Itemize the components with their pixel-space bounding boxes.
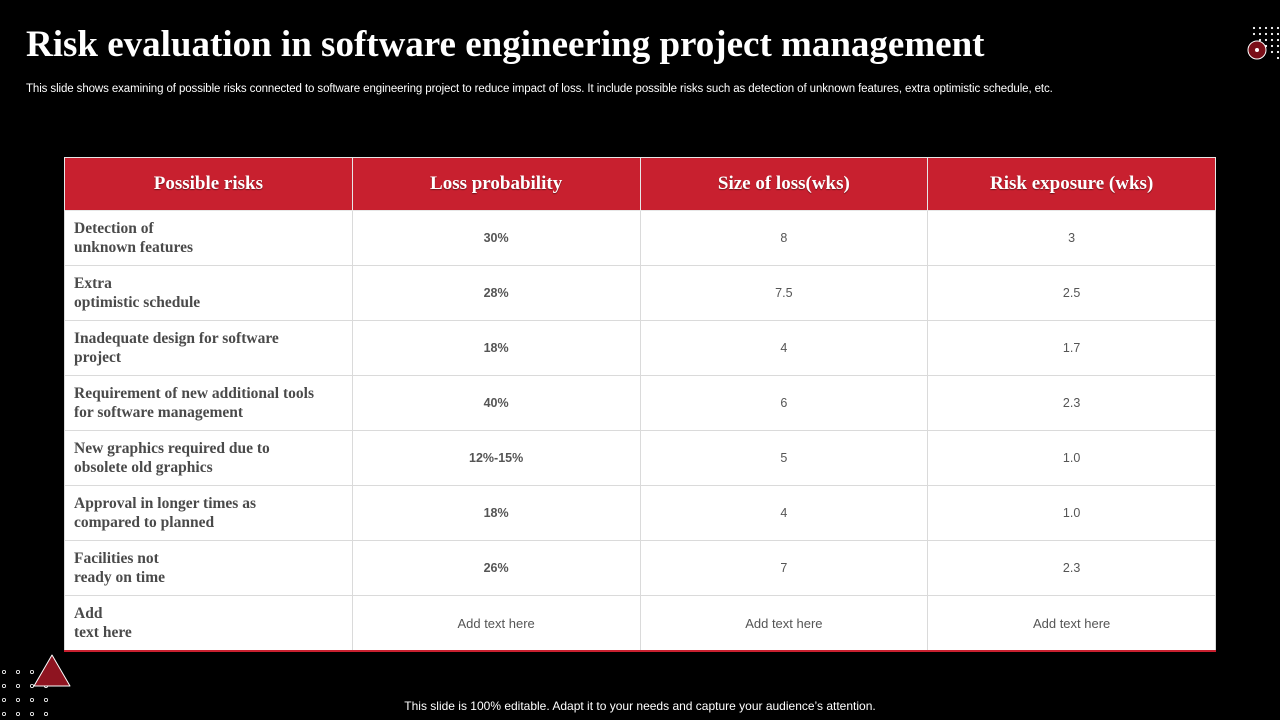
size-cell: 4	[639, 485, 929, 541]
risk-text-line1: Facilities not	[74, 550, 159, 567]
dot-grid-circle-icon	[1247, 26, 1280, 60]
risk-text-line2: ready on time	[74, 569, 165, 586]
probability-cell: 28%	[351, 265, 641, 321]
header-loss-probability: Loss probability	[351, 157, 641, 211]
risk-cell: Requirement of new additional tools for …	[64, 375, 353, 431]
risk-text-line2: unknown features	[74, 239, 194, 256]
table-row: Approval in longer times as compared to …	[64, 485, 1216, 541]
exposure-cell: 2.3	[927, 375, 1216, 431]
table-row: Extra optimistic schedule 28% 7.5 2.5	[64, 265, 1216, 321]
risk-text-line1: Inadequate design for software	[74, 330, 279, 347]
risk-cell: Add text here	[64, 595, 353, 652]
risk-cell: Extra optimistic schedule	[64, 265, 353, 321]
probability-cell: 40%	[351, 375, 641, 431]
risk-text-line1: Add	[74, 605, 103, 622]
exposure-cell: 2.3	[927, 540, 1216, 596]
table-header-row: Possible risks Loss probability Size of …	[64, 157, 1216, 211]
probability-cell: 12%-15%	[351, 430, 641, 486]
size-cell: 7.5	[639, 265, 929, 321]
exposure-cell: 2.5	[927, 265, 1216, 321]
table-row: Facilities not ready on time 26% 7 2.3	[64, 540, 1216, 596]
placeholder-text: Add text here	[457, 615, 535, 631]
size-cell: 5	[639, 430, 929, 486]
risk-text-line1: Detection of	[74, 220, 154, 237]
placeholder-text: Add text here	[745, 615, 823, 631]
size-cell: 4	[639, 320, 929, 376]
exposure-cell: Add text here	[927, 595, 1216, 652]
size-cell: Add text here	[639, 595, 929, 652]
risk-cell: Detection of unknown features	[64, 210, 353, 266]
exposure-cell: 1.0	[927, 430, 1216, 486]
risk-cell: Inadequate design for software project	[64, 320, 353, 376]
header-possible-risks: Possible risks	[64, 157, 353, 211]
table-row: New graphics required due to obsolete ol…	[64, 430, 1216, 486]
risk-text-line1: Extra	[74, 275, 112, 292]
probability-cell: 30%	[351, 210, 641, 266]
exposure-cell: 1.7	[927, 320, 1216, 376]
page-subtitle: This slide shows examining of possible r…	[26, 83, 1053, 95]
probability-cell: 18%	[351, 485, 641, 541]
risk-cell: Facilities not ready on time	[64, 540, 353, 596]
risk-text-line2: optimistic schedule	[74, 294, 201, 311]
placeholder-text: Add text here	[1032, 615, 1111, 631]
risk-text-line2: project	[74, 349, 122, 366]
risk-cell: New graphics required due to obsolete ol…	[64, 430, 353, 486]
risk-text-line2: for software management	[74, 404, 244, 421]
exposure-cell: 3	[927, 210, 1216, 266]
table-row: Requirement of new additional tools for …	[64, 375, 1216, 431]
risk-table: Possible risks Loss probability Size of …	[64, 157, 1216, 652]
risk-text-line2: compared to planned	[74, 514, 215, 531]
triangle-dot-grid-icon	[2, 654, 71, 717]
table-row: Inadequate design for software project 1…	[64, 320, 1216, 376]
page-title: Risk evaluation in software engineering …	[26, 24, 985, 65]
size-cell: 8	[639, 210, 929, 266]
risk-text-line1: New graphics required due to	[74, 440, 270, 457]
probability-cell: 18%	[351, 320, 641, 376]
footer-text: This slide is 100% editable. Adapt it to…	[404, 699, 876, 713]
header-risk-exposure: Risk exposure (wks)	[927, 157, 1216, 211]
risk-table-container: Possible risks Loss probability Size of …	[64, 157, 1216, 652]
exposure-cell: 1.0	[927, 485, 1216, 541]
header-size-of-loss: Size of loss(wks)	[639, 157, 929, 211]
risk-text-line2: text here	[74, 624, 132, 641]
probability-cell: 26%	[351, 540, 641, 596]
table-row: Detection of unknown features 30% 8 3	[64, 210, 1216, 266]
risk-text-line2: obsolete old graphics	[74, 459, 213, 476]
probability-cell: Add text here	[351, 595, 641, 652]
risk-text-line1: Approval in longer times as	[74, 495, 256, 512]
risk-text-line1: Requirement of new additional tools	[74, 385, 314, 402]
table-row: Add text here Add text here Add text her…	[64, 595, 1216, 652]
risk-cell: Approval in longer times as compared to …	[64, 485, 353, 541]
size-cell: 6	[639, 375, 929, 431]
size-cell: 7	[639, 540, 929, 596]
